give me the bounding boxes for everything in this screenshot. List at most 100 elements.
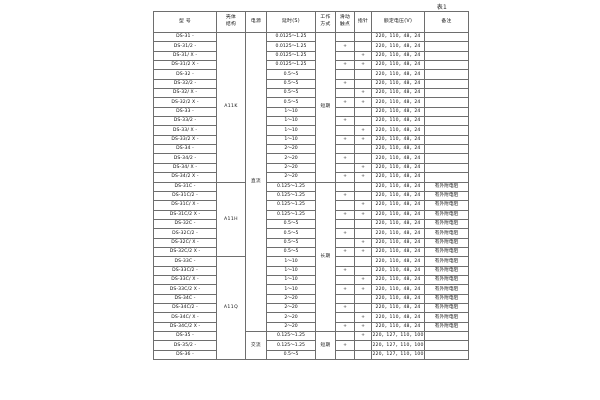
cell-model: DS-34/2 X - [153,172,217,183]
cell-pointer: + [354,50,372,62]
cell-model: DS-31C - [153,181,217,192]
table-row: DS-32/2 - 0.5～5 +220，110，48，24 [153,78,469,90]
cell-remark [424,349,469,361]
cell-rated-voltage: 220，127，110，100 [371,349,425,361]
cell-delay: 1～10 [266,265,316,276]
cell-slide-contact: + [335,134,355,146]
cell-slide-contact: + [335,78,355,90]
column-header-shell: 壳体 结构 [216,11,246,33]
cell-remark: 有外附电阻 [424,312,469,323]
cell-delay: 2～20 [266,293,316,304]
cell-rated-voltage: 220，110，48，24 [371,106,425,118]
cell-remark: 有外附电阻 [424,181,469,192]
table-row: DS-33/ X - 1～10 +220，110，48，24 [153,125,469,136]
cell-rated-voltage: 220，110，48，24 [371,144,425,155]
cell-pointer: + [354,209,372,220]
cell-model: DS-35 - [153,330,217,342]
cell-pointer [354,106,372,118]
cell-model: DS-32/2 X - [153,97,217,108]
cell-remark [424,134,469,146]
column-header-power: 电源 [245,11,267,33]
cell-remark [424,144,469,155]
cell-model: DS-33/ X - [153,125,217,136]
column-header-slide-line1: 滑动 [339,15,351,21]
cell-model: DS-33C - [153,256,217,267]
cell-pointer [354,69,372,80]
table-row: DS-32 - 0.5～5 220，110，48，24 [153,69,469,80]
cell-rated-voltage: 220，110，48，24 [371,125,425,136]
cell-model: DS-33/2 X - [153,134,217,146]
cell-model: DS-34/2 - [153,153,217,164]
column-header-voltage-line1: 额定电压(V) [383,18,413,24]
cell-delay: 0.125～1.25 [266,209,316,220]
table-body: DS-31 - A11K 直流 0.0125～1.25 短期 220，110，48，24 D… [153,31,469,361]
cell-remark [424,97,469,108]
shell-group-a11h: A11H [216,181,246,258]
cell-rated-voltage: 220，110，48，24 [371,134,425,146]
cell-slide-contact: + [335,284,355,295]
cell-rated-voltage: 220，110，48，24 [371,190,425,202]
cell-model: DS-31/ X - [153,50,217,62]
table-row: DS-31 - A11K 直流 0.0125～1.25 短期 220，110，48，24 [153,31,469,332]
cell-remark [424,31,469,43]
cell-remark [424,60,469,71]
cell-model: DS-36 - [153,349,217,361]
cell-model: DS-34C - [153,293,217,304]
spec-table-container: 型 号 壳体 结构 电源 延时(S) 工作 方式 [153,11,469,361]
cell-delay: 0.125～1.25 [266,330,316,342]
cell-slide-contact: + [335,97,355,108]
cell-slide-contact [335,218,355,230]
cell-model: DS-33/2 - [153,116,217,127]
cell-remark: 有外附电阻 [424,293,469,304]
cell-model: DS-33 - [153,106,217,118]
cell-pointer [354,31,372,43]
cell-slide-contact [335,31,355,43]
table-row: DS-33C/ X - 1～10 +220，110，48，24 有外附电阻 [153,274,469,286]
cell-rated-voltage: 220，110，48，24 [371,31,425,43]
column-header-delay: 延时(S) [266,11,316,33]
cell-delay: 0.5～5 [266,246,316,258]
cell-pointer: + [354,88,372,99]
cell-pointer [354,228,372,239]
cell-rated-voltage: 220，110，48，24 [371,293,425,304]
cell-model: DS-32 - [153,69,217,80]
table-row: DS-32C - 0.5～5 220，110，48，24 有外附电阻 [153,218,469,230]
cell-model: DS-34C/2 - [153,302,217,314]
table-row: DS-34C - 2～20 220，110，48，24 有外附电阻 [153,293,469,304]
table-header-row: 型 号 壳体 结构 电源 延时(S) 工作 方式 [153,11,469,33]
cell-remark [424,153,469,164]
cell-remark [424,172,469,183]
cell-remark: 有外附电阻 [424,237,469,248]
cell-remark: 有外附电阻 [424,302,469,314]
cell-pointer: + [354,162,372,174]
cell-delay: 1～10 [266,116,316,127]
table-row: DS-31C/2 - 0.125～1.25 +220，110，48，24 有外附电阻 [153,190,469,202]
column-header-shell-line2: 结构 [225,22,237,27]
cell-delay: 2～20 [266,312,316,323]
cell-delay: 0.5～5 [266,228,316,239]
cell-model: DS-34C/ X - [153,312,217,323]
cell-rated-voltage: 220，110，48，24 [371,78,425,90]
cell-model: DS-31/2 - [153,41,217,52]
cell-delay: 1～10 [266,274,316,286]
cell-slide-contact [335,293,355,304]
cell-pointer [354,144,372,155]
table-row: DS-31/2 X - 0.0125～1.25 + +220，110，48，24 [153,60,469,71]
cell-pointer [354,218,372,230]
cell-pointer: + [354,284,372,295]
cell-rated-voltage: 220，110，48，24 [371,284,425,295]
cell-pointer: + [354,125,372,136]
cell-slide-contact [335,69,355,80]
cell-model: DS-33C/2 X - [153,284,217,295]
table-row: DS-33C/2 X - 1～10 + +220，110，48，24 有外附电阻 [153,284,469,295]
cell-model: DS-31C/2 - [153,190,217,202]
column-header-power-line1: 电源 [250,18,262,24]
cell-pointer [354,265,372,276]
table-header: 型 号 壳体 结构 电源 延时(S) 工作 方式 [153,11,469,33]
power-group-dc: 直流 [245,32,267,332]
cell-delay: 0.5～5 [266,237,316,248]
mode-group-long: 长期 [315,181,336,332]
cell-model: DS-31 - [153,31,217,43]
cell-slide-contact: + [335,265,355,276]
cell-delay: 0.0125～1.25 [266,60,316,71]
